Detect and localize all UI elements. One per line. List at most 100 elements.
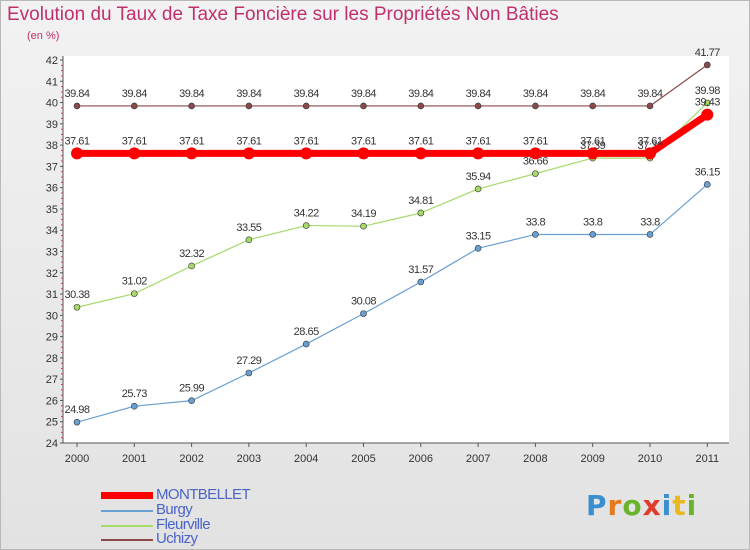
data-label-uchizy: 39.84 xyxy=(466,88,491,100)
data-point-burgy xyxy=(188,397,195,404)
data-point-fleurville xyxy=(417,209,425,217)
x-tick-label: 2007 xyxy=(466,453,490,465)
data-label-burgy: 33.8 xyxy=(640,216,660,228)
data-label-montbellet: 37.61 xyxy=(637,135,662,147)
y-tick-label: 32 xyxy=(46,268,58,280)
y-tick-label: 29 xyxy=(46,332,58,344)
data-point-fleurville xyxy=(703,99,711,107)
data-point-burgy xyxy=(646,231,654,238)
series-line-burgy xyxy=(76,184,708,423)
y-tick-label: 42 xyxy=(46,55,58,67)
data-label-burgy: 28.65 xyxy=(294,326,319,338)
data-label-fleurville: 39.98 xyxy=(695,85,720,97)
x-tick-label: 2004 xyxy=(294,453,318,465)
legend-label-fleurville: Fleurville xyxy=(156,516,211,533)
y-tick-label: 41 xyxy=(46,76,58,88)
data-label-uchizy: 39.84 xyxy=(351,88,376,100)
x-tick-label: 2009 xyxy=(580,453,604,465)
data-point-montbellet xyxy=(185,147,198,160)
data-label-montbellet: 37.61 xyxy=(236,135,261,147)
y-tick-label: 30 xyxy=(46,310,58,322)
data-point-uchizy xyxy=(703,61,711,69)
data-label-montbellet: 37.61 xyxy=(408,135,433,147)
data-label-montbellet: 37.61 xyxy=(351,135,376,147)
data-label-uchizy: 39.84 xyxy=(408,88,433,100)
data-point-fleurville xyxy=(131,290,138,297)
data-point-uchizy xyxy=(417,102,425,110)
data-point-burgy xyxy=(302,340,310,348)
data-point-fleurville xyxy=(302,222,310,229)
data-point-uchizy xyxy=(474,102,482,110)
data-label-montbellet: 37.61 xyxy=(523,135,548,147)
chart-title: Evolution du Taux de Taxe Foncière sur l… xyxy=(7,4,559,25)
data-label-burgy: 24.98 xyxy=(64,404,89,416)
x-tick-label: 2005 xyxy=(351,453,375,465)
data-point-uchizy xyxy=(245,102,253,110)
data-label-fleurville: 36.66 xyxy=(523,156,548,168)
x-tick-label: 2011 xyxy=(695,453,719,465)
data-point-burgy xyxy=(474,245,482,252)
data-point-montbellet xyxy=(701,108,714,121)
data-point-montbellet xyxy=(414,147,427,160)
data-label-uchizy: 39.84 xyxy=(122,88,147,100)
data-label-montbellet: 37.61 xyxy=(466,135,491,147)
data-point-burgy xyxy=(703,181,711,188)
data-point-burgy xyxy=(360,310,367,317)
data-label-uchizy: 39.84 xyxy=(580,88,605,100)
data-point-montbellet xyxy=(472,147,485,160)
logo-letter: x xyxy=(642,489,662,522)
x-tick-label: 2010 xyxy=(638,453,662,465)
legend-swatch-montbellet xyxy=(101,492,153,499)
data-point-burgy xyxy=(589,231,597,238)
legend-label-montbellet: MONTBELLET xyxy=(156,486,251,503)
data-label-burgy: 25.73 xyxy=(122,388,147,400)
data-point-burgy xyxy=(245,369,253,377)
data-point-fleurville xyxy=(188,262,195,270)
data-label-burgy: 27.29 xyxy=(236,355,261,367)
legend-swatch-uchizy xyxy=(101,539,153,541)
data-label-burgy: 30.08 xyxy=(351,296,376,308)
y-tick-label: 25 xyxy=(46,417,58,429)
data-point-burgy xyxy=(532,231,539,238)
logo-letter: o xyxy=(622,489,643,522)
data-label-uchizy: 39.84 xyxy=(294,88,319,100)
data-point-uchizy xyxy=(360,102,367,110)
y-tick-label: 37 xyxy=(46,161,58,173)
data-label-uchizy: 39.84 xyxy=(236,88,261,100)
data-label-montbellet: 37.61 xyxy=(294,135,319,147)
data-point-fleurville xyxy=(360,222,367,230)
data-label-montbellet: 37.61 xyxy=(64,135,89,147)
data-point-uchizy xyxy=(302,102,310,110)
y-tick-label: 34 xyxy=(46,225,58,237)
data-label-burgy: 33.15 xyxy=(466,230,491,242)
data-point-montbellet xyxy=(529,147,542,160)
logo-letter: i xyxy=(686,489,698,522)
logo-letter: r xyxy=(607,489,623,522)
y-tick-label: 27 xyxy=(46,374,58,386)
data-label-fleurville: 32.32 xyxy=(179,248,204,260)
plot-area xyxy=(63,56,729,443)
data-label-burgy: 36.15 xyxy=(695,166,720,178)
data-point-fleurville xyxy=(474,185,482,193)
x-tick-label: 2002 xyxy=(179,453,203,465)
logo-letter: t xyxy=(672,489,687,522)
data-point-montbellet xyxy=(300,147,313,160)
data-point-montbellet xyxy=(644,147,656,160)
data-label-montbellet: 37.61 xyxy=(179,135,204,147)
data-label-uchizy: 39.84 xyxy=(523,88,548,100)
proxiti-logo: Proxiti xyxy=(586,489,697,522)
data-label-fleurville: 34.81 xyxy=(408,195,433,207)
data-point-burgy xyxy=(131,402,138,410)
y-tick-label: 28 xyxy=(46,353,58,365)
data-point-uchizy xyxy=(73,102,81,110)
data-label-fleurville: 35.94 xyxy=(466,171,491,183)
data-label-montbellet: 37.61 xyxy=(580,135,605,147)
legend-swatch-burgy xyxy=(101,510,153,512)
data-point-montbellet xyxy=(71,147,83,160)
y-tick-label: 39 xyxy=(46,119,58,131)
data-label-uchizy: 39.84 xyxy=(637,88,662,100)
series-line-montbellet xyxy=(77,111,710,157)
x-tick-label: 2001 xyxy=(122,453,146,465)
